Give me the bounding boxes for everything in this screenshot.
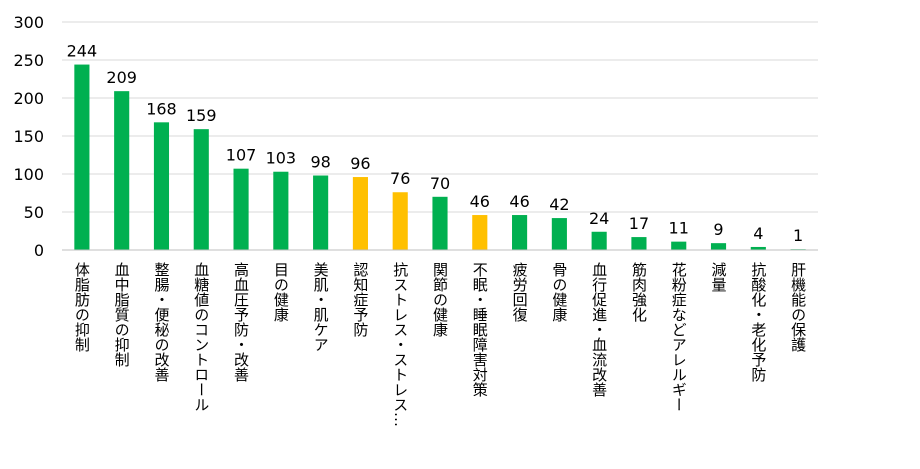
value-label: 70 [430,174,450,193]
x-tick-label: 血行促進・血流改善 [590,262,608,397]
value-label: 42 [549,195,569,214]
value-label: 4 [753,224,763,243]
bar [273,171,289,250]
x-tick-label: 筋肉強化 [630,262,648,322]
x-tick-label: 関節の健康 [431,262,449,337]
bar [671,241,687,250]
y-tick-label: 50 [24,203,44,222]
x-tick-label: 整腸・便秘の改善 [152,262,170,382]
bar [313,175,329,250]
bar [193,129,209,250]
x-tick-label: 抗酸化・老化予防 [749,262,767,383]
x-tick-label: 花粉症などアレルギー [670,262,688,412]
y-tick-label: 250 [13,51,44,70]
value-label: 17 [629,214,649,233]
bar [233,168,249,250]
value-label: 9 [713,220,723,239]
value-label: 1 [793,226,803,245]
bar [750,246,766,250]
value-label: 11 [669,219,689,238]
bar [591,231,607,250]
x-tick-label: 血中脂質の抑制 [113,262,131,367]
y-tick-label: 100 [13,165,44,184]
value-label: 159 [186,106,217,125]
value-label: 96 [350,154,370,173]
bar [512,215,528,250]
value-label: 209 [106,68,137,87]
bar [472,215,488,250]
bar [114,91,130,250]
bar [153,122,170,250]
y-tick-label: 200 [13,89,44,108]
y-tick-label: 150 [13,127,44,146]
x-tick-label: 疲労回復 [511,262,529,322]
x-tick-label: 美肌・肌ケア [312,262,330,352]
y-tick-label: 0 [34,241,44,260]
x-tick-label: 血糖値のコントロール [192,262,210,412]
x-tick-label: 不眠・睡眠障害対策 [471,262,489,397]
bar [74,64,90,250]
value-label: 103 [266,149,297,168]
bar [631,237,647,250]
bar [551,218,567,250]
bar [432,196,448,250]
x-tick-label: 体脂肪の抑制 [73,262,91,352]
x-tick-label: 高血圧予防・改善 [232,262,250,382]
x-tick-label: 骨の健康 [550,262,568,322]
bar [710,243,727,250]
value-label: 98 [310,153,330,172]
bar [352,177,368,250]
x-tick-label: 抗ストレス・ストレス… [391,262,409,427]
value-label: 168 [146,99,177,118]
value-label: 76 [390,169,410,188]
value-label: 46 [509,192,529,211]
x-tick-label: 肝機能の保護 [789,262,807,352]
value-label: 46 [470,192,490,211]
x-tick-label: 認知症予防 [351,262,369,338]
value-label: 24 [589,209,609,228]
value-label: 107 [226,146,257,165]
x-tick-label: 減量 [710,262,728,292]
x-tick-label: 目の健康 [272,262,290,322]
y-tick-label: 300 [13,13,44,32]
bar [392,192,408,250]
value-label: 244 [67,42,98,61]
